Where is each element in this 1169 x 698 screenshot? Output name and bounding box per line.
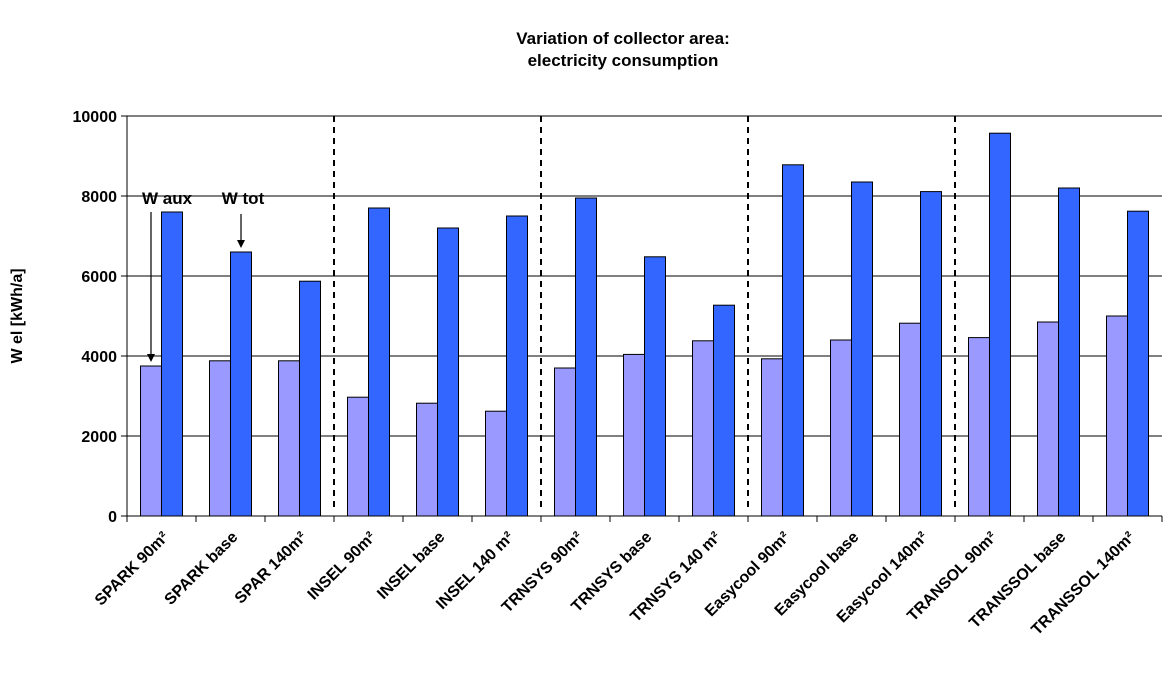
y-tick-label: 8000: [81, 189, 117, 206]
bar-series-2: [713, 304, 735, 517]
bar-series-2: [782, 164, 804, 517]
annotation-label: W aux: [142, 189, 193, 208]
bar-series-2: [161, 211, 183, 517]
annotation-arrow-head: [237, 240, 245, 248]
x-tick-label: SPARK base: [162, 529, 242, 609]
bar-series-1: [485, 410, 507, 517]
annotation-arrow-head: [147, 354, 155, 362]
bar-series-1: [899, 322, 921, 517]
bar-series-1: [140, 365, 162, 517]
bar-series-2: [920, 191, 942, 517]
bar-series-1: [623, 353, 645, 517]
bar-series-2: [575, 197, 597, 517]
bar-series-2: [1058, 187, 1080, 517]
bar-series-1: [968, 337, 990, 517]
bar-series-1: [1106, 315, 1128, 517]
bar-series-1: [554, 367, 576, 517]
bar-series-2: [989, 132, 1011, 517]
bar-series-1: [347, 396, 369, 517]
bar-series-1: [278, 360, 300, 517]
annotations: W aux W tot: [142, 189, 265, 362]
bars: [140, 132, 1149, 517]
bar-series-2: [299, 280, 321, 517]
bar-series-1: [416, 402, 438, 517]
y-tick-label: 4000: [81, 349, 117, 366]
y-tick-label: 6000: [81, 269, 117, 286]
bar-series-2: [851, 181, 873, 517]
y-tick-label: 0: [108, 509, 117, 526]
x-tick-label: SPAR 140m²: [232, 529, 310, 607]
x-tick-label: SPARK 90m²: [92, 529, 172, 609]
axes: [121, 115, 1163, 522]
y-tick-label: 2000: [81, 429, 117, 446]
bar-series-2: [1127, 210, 1149, 517]
bar-series-2: [644, 256, 666, 517]
bar-series-1: [761, 358, 783, 517]
bar-series-2: [437, 227, 459, 517]
bar-series-2: [506, 215, 528, 517]
bar-series-2: [368, 207, 390, 517]
bar-series-1: [209, 360, 231, 517]
y-tick-label: 10000: [73, 109, 118, 126]
x-tick-label: INSEL base: [374, 529, 448, 603]
annotation-label: W tot: [222, 189, 265, 208]
bar-series-1: [830, 339, 852, 517]
bar-series-2: [230, 251, 252, 517]
bar-series-1: [1037, 321, 1059, 517]
x-tick-label: INSEL 90m²: [305, 529, 380, 604]
chart-title-line-1: Variation of collector area:: [516, 29, 730, 48]
chart-title-line-2: electricity consumption: [528, 51, 719, 70]
bar-series-1: [692, 340, 714, 517]
y-axis-label: W el [kWh/a]: [9, 268, 26, 363]
